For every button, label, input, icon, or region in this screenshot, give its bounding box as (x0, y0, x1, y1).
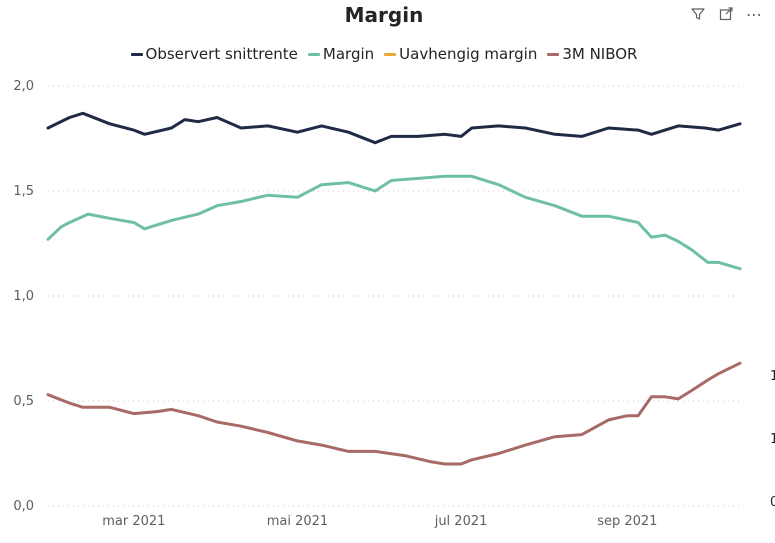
legend-swatch (384, 52, 397, 56)
filter-icon[interactable] (689, 5, 707, 23)
legend-label: Margin (322, 45, 375, 63)
secondary-axis-label: 1 (770, 369, 775, 384)
x-tick-label: mai 2021 (267, 514, 328, 529)
legend-swatch (130, 52, 143, 56)
series-line-3m-nibor[interactable] (46, 361, 742, 466)
y-tick-label: 1,0 (13, 289, 34, 304)
legend-item-uavhengig-margin[interactable]: Uavhengig margin (384, 45, 537, 63)
x-tick-label: jul 2021 (434, 514, 488, 529)
legend-label: 3M NIBOR (562, 45, 638, 63)
legend-item-observert-snittrente[interactable]: Observert snittrente (130, 45, 298, 63)
secondary-axis-label: 1 (770, 432, 775, 447)
y-tick-label: 0,5 (13, 394, 34, 409)
x-tick-label: sep 2021 (597, 514, 657, 529)
legend-item-3m-nibor[interactable]: 3M NIBOR (547, 45, 637, 63)
chart-title: Margin (344, 3, 424, 27)
visual-header-toolbar: ⋯ (689, 4, 763, 24)
legend-label: Observert snittrente (145, 45, 298, 63)
more-options-icon[interactable]: ⋯ (746, 4, 762, 24)
x-tick-label: mar 2021 (102, 514, 165, 529)
focus-mode-icon[interactable] (717, 5, 735, 23)
series-line-observert-snittrente[interactable] (46, 111, 742, 145)
series-line-margin[interactable] (46, 174, 742, 271)
secondary-axis-label: 0 (770, 495, 775, 510)
legend-label: Uavhengig margin (399, 45, 538, 63)
legend-swatch (307, 52, 320, 56)
legend-swatch (547, 52, 560, 56)
y-tick-label: 0,0 (13, 499, 34, 514)
legend-item-margin[interactable]: Margin (307, 45, 375, 63)
chart-legend: Observert snittrente Margin Uavhengig marg… (0, 45, 768, 63)
y-tick-label: 1,5 (13, 184, 34, 199)
y-tick-label: 2,0 (13, 79, 34, 94)
